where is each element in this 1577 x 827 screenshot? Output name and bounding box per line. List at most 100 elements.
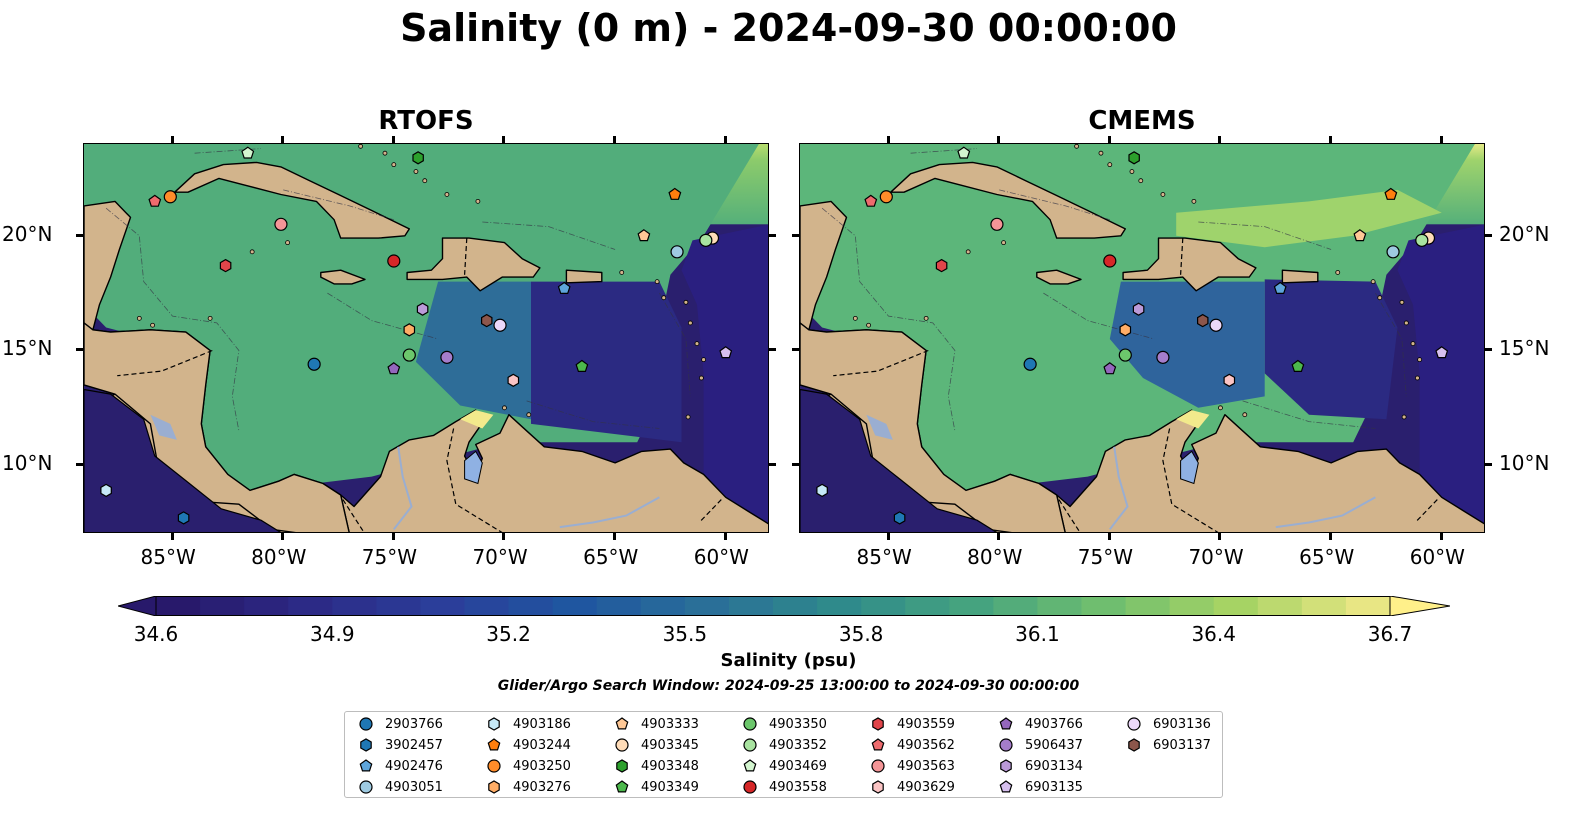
legend-label: 6903134 [1025, 758, 1083, 774]
legend-label: 5906437 [1025, 737, 1083, 753]
float-marker-4903333 [1353, 229, 1367, 242]
circle-marker-icon [743, 738, 757, 752]
legend-marker-3902457 [360, 738, 372, 752]
lon-tick-mark [170, 533, 174, 540]
legend-item-4903276: 4903276 [485, 777, 571, 797]
lat-tick-label: 20°N [1499, 221, 1550, 246]
legend-marker-4903349 [615, 780, 629, 793]
lat-tick-mark [76, 463, 83, 467]
lat-tick-mark [792, 348, 799, 352]
colorbar-tick-label: 36.4 [1191, 622, 1236, 646]
lon-tick-mark [281, 533, 285, 540]
hexagon-marker-icon [872, 717, 884, 731]
lon-tick-mark [391, 533, 395, 540]
legend-item-3902457: 3902457 [357, 735, 443, 755]
legend-label: 6903137 [1153, 737, 1211, 753]
float-marker-4903558 [387, 254, 401, 268]
float-marker-6903136 [1209, 318, 1223, 332]
legend-item-4903051: 4903051 [357, 777, 443, 797]
lon-tick-mark [886, 136, 890, 143]
float-marker-4903563 [274, 217, 288, 231]
legend-marker-4903244 [487, 738, 501, 751]
land-mass [173, 161, 410, 239]
legend-item-4903766: 4903766 [997, 714, 1083, 734]
legend-item-4903350: 4903350 [741, 714, 827, 734]
circle-marker-icon [359, 780, 373, 794]
float-marker-4903186 [100, 483, 112, 498]
map-panel-rtofs [83, 143, 769, 533]
legend-label: 4903559 [897, 716, 955, 732]
lon-tick-mark [1439, 533, 1443, 540]
map-canvas-rtofs [84, 144, 768, 532]
lon-tick-label: 85°W [856, 545, 912, 569]
legend-label: 3902457 [385, 737, 443, 753]
lon-tick-label: 70°W [1188, 545, 1244, 569]
legend-marker-6903134 [1000, 759, 1012, 773]
float-marker-4903250 [879, 190, 893, 204]
legend-item-6903134: 6903134 [997, 756, 1083, 776]
land-mass [889, 161, 1126, 239]
lat-tick-mark [1485, 233, 1492, 237]
float-marker-4903629 [1223, 373, 1236, 387]
float-marker-2903766 [307, 357, 321, 371]
legend-item-6903135: 6903135 [997, 777, 1083, 797]
lat-tick-mark [1485, 463, 1492, 467]
land-mass [406, 237, 541, 292]
legend-label: 4903766 [1025, 716, 1083, 732]
lon-tick-label: 80°W [251, 545, 307, 569]
circle-marker-icon [1127, 717, 1141, 731]
float-marker-4903469 [957, 146, 971, 159]
pentagon-marker-icon [615, 780, 629, 793]
float-marker-4903186 [816, 483, 828, 498]
hexagon-marker-icon [1128, 738, 1140, 752]
lon-tick-mark [1218, 136, 1222, 143]
float-marker-6903135 [719, 346, 733, 359]
lon-tick-mark [997, 533, 1001, 540]
pentagon-marker-icon [743, 759, 757, 772]
legend-item-6903136: 6903136 [1125, 714, 1211, 734]
legend-marker-4903559 [872, 717, 884, 731]
float-marker-4903350 [402, 348, 416, 362]
legend-marker-4903563 [871, 759, 885, 773]
float-marker-4903562 [148, 194, 162, 207]
lon-tick-mark [1107, 136, 1111, 143]
float-marker-4903348 [412, 151, 424, 165]
lon-tick-mark [170, 136, 174, 143]
lat-tick-mark [792, 463, 799, 467]
circle-marker-icon [871, 759, 885, 773]
panel-title-cmems: CMEMS [1088, 106, 1196, 136]
float-marker-5906437 [440, 350, 454, 364]
search-window-text: Glider/Argo Search Window: 2024-09-25 13… [497, 678, 1080, 694]
legend-label: 4903350 [769, 716, 827, 732]
land-mass [320, 269, 366, 285]
legend-label: 4902476 [385, 758, 443, 774]
legend-marker-5906437 [999, 738, 1013, 752]
hexagon-marker-icon [360, 738, 372, 752]
legend-item-4902476: 4902476 [357, 756, 443, 776]
float-marker-4903051 [1386, 245, 1400, 259]
hexagon-marker-icon [488, 717, 500, 731]
float-marker-4903333 [637, 229, 651, 242]
legend-marker-6903137 [1128, 738, 1140, 752]
lon-tick-mark [723, 533, 727, 540]
lon-tick-label: 85°W [140, 545, 196, 569]
float-marker-6903136 [493, 318, 507, 332]
lon-tick-mark [723, 136, 727, 143]
legend-item-4903250: 4903250 [485, 756, 571, 776]
legend-marker-4903276 [488, 780, 500, 794]
float-marker-4903244 [668, 187, 682, 200]
float-marker-6903134 [416, 302, 429, 316]
colorbar-tick-label: 35.8 [838, 622, 884, 646]
float-marker-4903558 [1103, 254, 1117, 268]
lon-tick-label: 65°W [583, 545, 639, 569]
colorbar-title: Salinity (psu) [720, 650, 857, 671]
colorbar-tick-label: 35.2 [486, 622, 531, 646]
float-marker-6903137 [481, 313, 493, 328]
float-marker-4903348 [1128, 151, 1140, 165]
legend-item-4903349: 4903349 [613, 777, 699, 797]
circle-marker-icon [743, 717, 757, 731]
legend-marker-4903352 [743, 738, 757, 752]
lon-tick-label: 65°W [1299, 545, 1355, 569]
lon-tick-label: 60°W [1409, 545, 1465, 569]
lon-tick-mark [613, 533, 617, 540]
